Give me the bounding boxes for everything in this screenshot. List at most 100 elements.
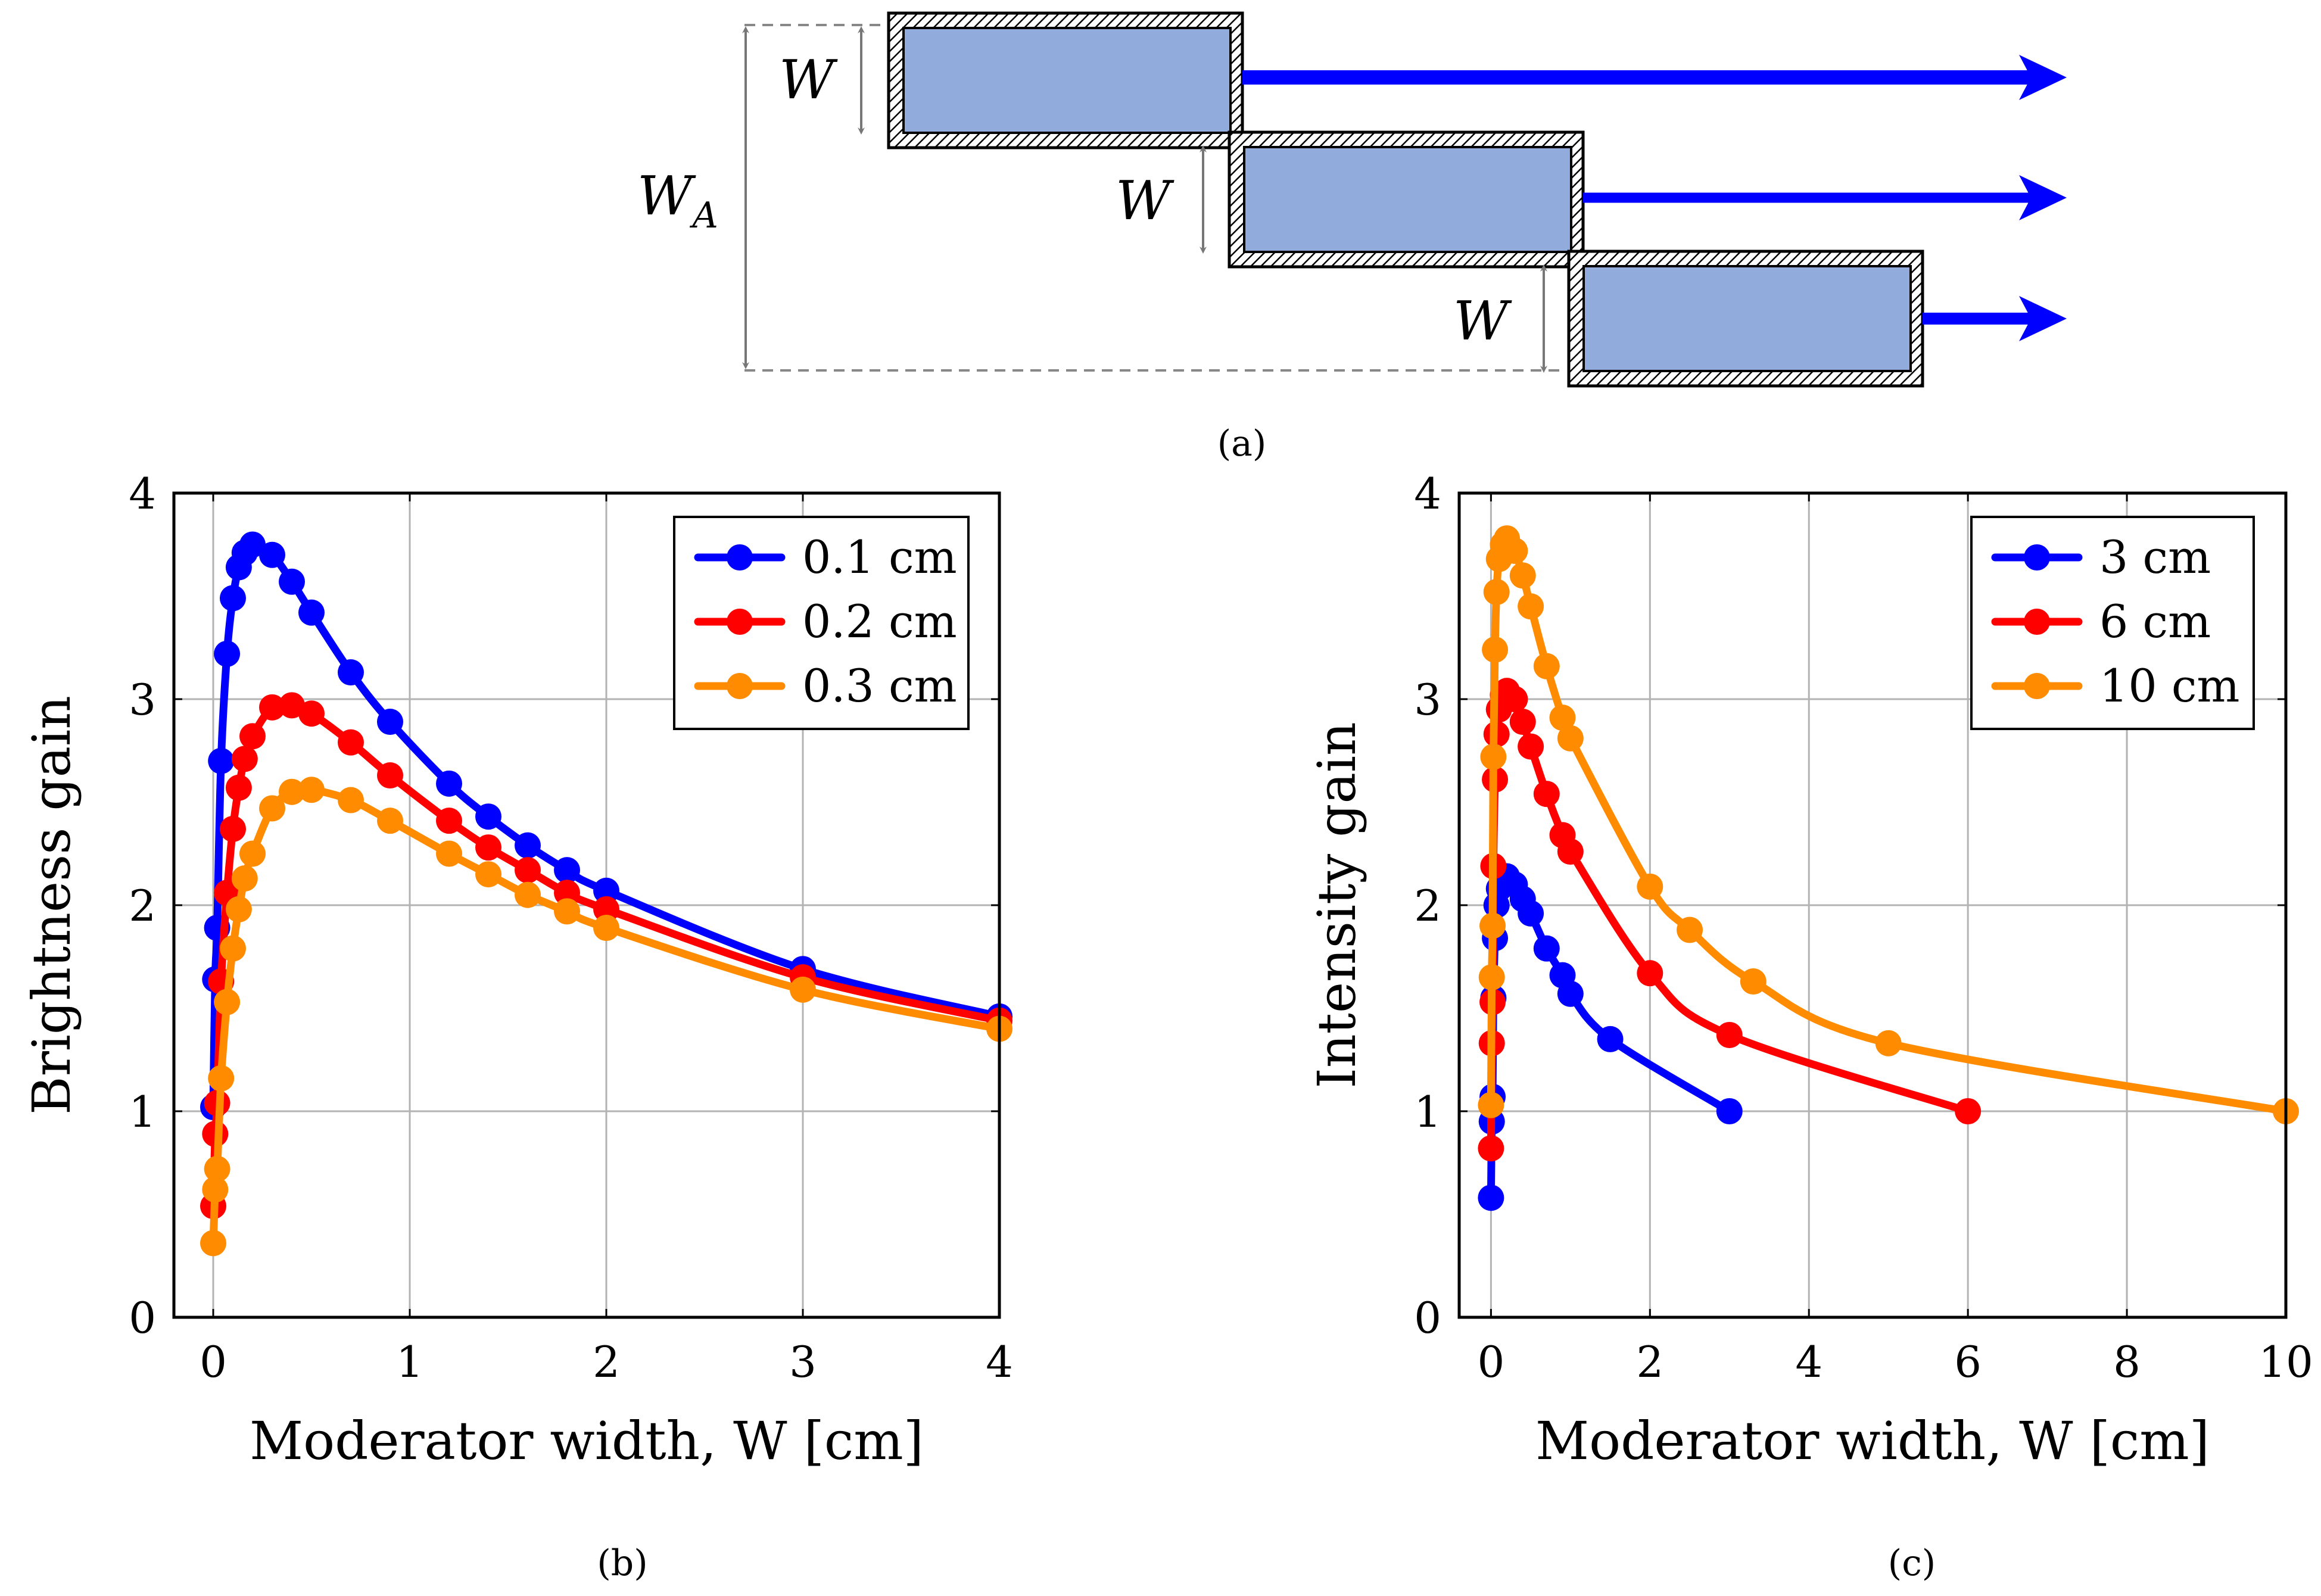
- data-point: [1533, 653, 1560, 679]
- data-point: [1518, 900, 1544, 927]
- data-point: [338, 787, 364, 813]
- data-point: [1478, 1184, 1504, 1211]
- data-point: [239, 840, 266, 867]
- data-point: [220, 935, 246, 962]
- data-point: [1478, 1135, 1504, 1162]
- data-point: [239, 723, 266, 750]
- data-point: [475, 803, 501, 830]
- data-point: [554, 857, 580, 884]
- legend-marker: [2024, 673, 2050, 699]
- beam-arrow-2: [1583, 175, 2067, 220]
- legend-marker: [2024, 609, 2050, 635]
- data-point: [231, 865, 258, 892]
- x-tick-label: 6: [1954, 1337, 1982, 1387]
- data-point: [1509, 562, 1536, 589]
- data-point: [515, 881, 541, 908]
- y-axis-label: Intensity gain: [1306, 722, 1367, 1089]
- data-point: [377, 808, 403, 834]
- data-point: [208, 1065, 235, 1092]
- x-axis-label: Moderator width, W [cm]: [250, 1410, 924, 1472]
- legend-label: 0.2 cm: [802, 595, 957, 648]
- label-w-1: W: [779, 49, 838, 111]
- moderator-block-3: [1567, 250, 1924, 388]
- moderator-block-2: [1228, 130, 1585, 269]
- legend-label: 0.3 cm: [802, 659, 957, 712]
- label-w-2: W: [1116, 170, 1174, 232]
- beam-arrow-3: [1923, 296, 2067, 341]
- y-tick-label: 4: [129, 469, 156, 519]
- data-point: [214, 640, 241, 667]
- label-wa: WA: [637, 165, 718, 236]
- x-tick-label: 2: [1636, 1337, 1663, 1387]
- y-axis-label: Brightness gain: [21, 696, 82, 1115]
- data-point: [214, 989, 241, 1015]
- data-point: [1637, 873, 1663, 900]
- data-point: [377, 762, 403, 789]
- legend-label: 0.1 cm: [802, 531, 957, 584]
- series-6-cm: [1478, 678, 1982, 1162]
- data-point: [1557, 725, 1584, 752]
- legend: 0.1 cm 0.2 cm 0.3 cm: [673, 516, 970, 730]
- caption-c: (c): [1887, 1542, 1936, 1584]
- data-point: [1509, 709, 1536, 735]
- data-point: [554, 880, 580, 906]
- data-point: [436, 840, 462, 867]
- data-point: [1501, 686, 1528, 712]
- y-tick-label: 1: [129, 1087, 156, 1137]
- data-point: [377, 709, 403, 735]
- legend-label: 3 cm: [2099, 531, 2211, 584]
- moderator-schematic: WA W W W: [637, 11, 2067, 388]
- data-point: [298, 700, 325, 727]
- data-point: [515, 857, 541, 884]
- data-point: [208, 747, 235, 774]
- data-point: [1518, 733, 1544, 760]
- data-point: [259, 541, 285, 568]
- label-w-3: W: [1453, 290, 1512, 353]
- data-point: [1479, 912, 1506, 939]
- data-point: [593, 896, 619, 922]
- data-point: [298, 777, 325, 803]
- data-point: [200, 1230, 226, 1257]
- plot-frame: [1457, 491, 2288, 1319]
- data-point: [202, 1176, 229, 1203]
- y-tick-label: 1: [1414, 1087, 1441, 1137]
- series-line: [1487, 687, 1972, 1152]
- x-tick-label: 3: [789, 1337, 817, 1387]
- data-point: [298, 599, 325, 626]
- y-tick-label: 2: [129, 881, 156, 931]
- data-point: [1549, 705, 1576, 731]
- data-point: [1533, 935, 1560, 962]
- x-tick-label: 4: [986, 1337, 1013, 1387]
- y-tick-label: 3: [129, 675, 156, 725]
- x-tick-label: 4: [1795, 1337, 1822, 1387]
- data-point: [1482, 636, 1509, 663]
- data-point: [225, 896, 252, 922]
- legend: 3 cm 6 cm 10 cm: [1970, 516, 2255, 730]
- data-point: [1478, 964, 1505, 991]
- data-point: [593, 877, 619, 904]
- legend-marker: [727, 544, 753, 571]
- data-point: [225, 774, 252, 801]
- data-point: [1875, 1030, 1902, 1056]
- series-0.3-cm: [200, 777, 1012, 1257]
- data-point: [1518, 593, 1544, 620]
- y-tick-label: 0: [129, 1293, 156, 1343]
- x-tick-label: 10: [2258, 1337, 2313, 1387]
- series-line: [209, 541, 1004, 1111]
- data-point: [1740, 968, 1767, 995]
- x-tick-label: 0: [1477, 1337, 1504, 1387]
- data-point: [1480, 743, 1507, 770]
- data-point: [1501, 537, 1528, 564]
- data-point: [436, 808, 462, 834]
- data-point: [1597, 1025, 1624, 1052]
- data-point: [231, 746, 258, 772]
- moderator-block-1: [887, 11, 1244, 149]
- data-point: [1483, 579, 1510, 606]
- data-point: [790, 976, 816, 1003]
- legend-marker: [727, 673, 753, 699]
- x-tick-label: 2: [593, 1337, 620, 1387]
- data-point: [593, 915, 619, 942]
